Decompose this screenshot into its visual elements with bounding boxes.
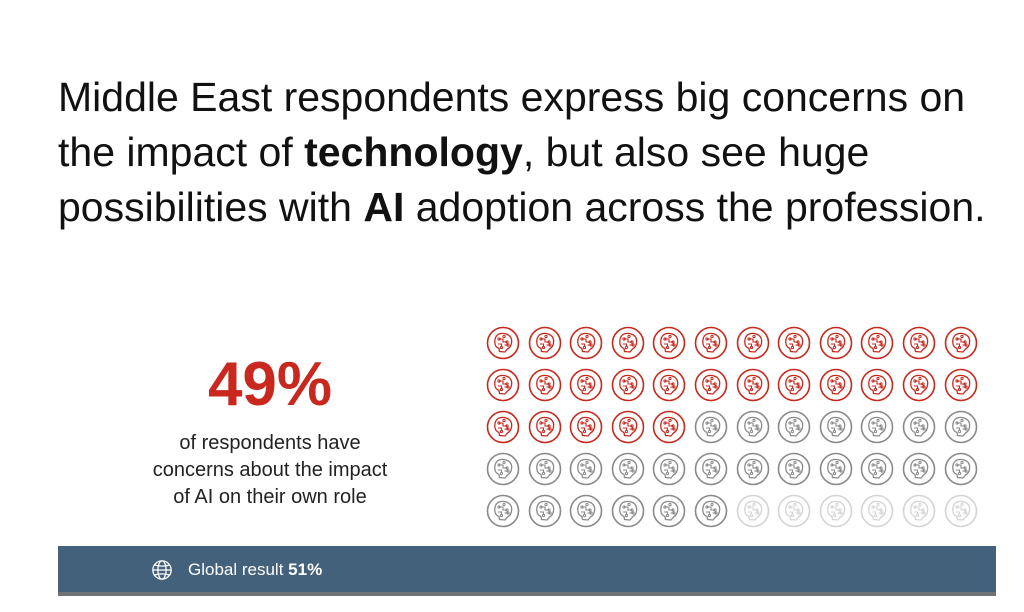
ai-chip-brain-icon [569,452,603,486]
ai-chip-brain-icon [902,452,936,486]
headline-part-2: , but also see huge possibilities with [58,129,870,230]
ai-chip-brain-icon [777,326,811,360]
ai-chip-brain-icon [902,410,936,444]
stat-caption: of respondents have concerns about the i… [120,430,420,511]
icon-grid [486,326,978,528]
global-result-text: Global result 51% [188,559,322,581]
ai-chip-brain-icon [694,410,728,444]
ai-chip-brain-icon [569,494,603,528]
ai-chip-brain-icon [777,368,811,402]
ai-chip-brain-icon [902,494,936,528]
ai-chip-brain-icon [528,368,562,402]
ai-chip-brain-icon [694,494,728,528]
ai-chip-brain-icon [528,326,562,360]
ai-chip-brain-icon [860,368,894,402]
ai-chip-brain-icon [902,326,936,360]
ai-chip-brain-icon [611,452,645,486]
headline-emphasis-technology: technology [304,129,523,175]
headline-emphasis-ai: AI [363,184,405,230]
ai-chip-brain-icon [736,410,770,444]
ai-chip-brain-icon [486,410,520,444]
ai-chip-brain-icon [569,410,603,444]
ai-chip-brain-icon [860,326,894,360]
ai-chip-brain-icon [652,326,686,360]
ai-chip-brain-icon [860,452,894,486]
ai-chip-brain-icon [819,494,853,528]
ai-chip-brain-icon [611,494,645,528]
ai-chip-brain-icon [944,410,978,444]
ai-chip-brain-icon [652,368,686,402]
ai-chip-brain-icon [652,410,686,444]
ai-chip-brain-icon [611,368,645,402]
headline: Middle East respondents express big conc… [58,70,988,235]
stat-value: 49% [207,350,333,419]
ai-chip-brain-icon [777,410,811,444]
headline-part-1: Middle East respondents express big conc… [58,74,966,175]
global-result-value: 51% [288,560,323,579]
ai-chip-brain-icon [652,494,686,528]
ai-chip-brain-icon [819,326,853,360]
ai-chip-brain-icon [819,452,853,486]
ai-chip-brain-icon [694,326,728,360]
ai-chip-brain-icon [819,368,853,402]
stat-caption-line-1: of respondents have [179,432,361,454]
ai-chip-brain-icon [819,410,853,444]
ai-chip-brain-icon [736,368,770,402]
ai-chip-brain-icon [736,326,770,360]
global-result-label: Global result [188,560,284,579]
ai-chip-brain-icon [486,494,520,528]
stat-block: 49% of respondents have concerns about t… [120,350,420,511]
ai-chip-brain-icon [944,494,978,528]
ai-chip-brain-icon [944,326,978,360]
globe-icon [152,560,172,580]
ai-chip-brain-icon [777,494,811,528]
ai-chip-brain-icon [860,410,894,444]
ai-chip-brain-icon [486,368,520,402]
ai-chip-brain-icon [569,368,603,402]
ai-chip-brain-icon [652,452,686,486]
ai-chip-brain-icon [944,368,978,402]
headline-part-3: adoption across the profession. [404,184,986,230]
ai-chip-brain-icon [611,326,645,360]
ai-chip-brain-icon [777,452,811,486]
ai-chip-brain-icon [486,452,520,486]
global-result-banner: Global result 51% [58,546,996,596]
ai-chip-brain-icon [528,452,562,486]
ai-chip-brain-icon [528,410,562,444]
ai-chip-brain-icon [860,494,894,528]
ai-chip-brain-icon [694,452,728,486]
ai-chip-brain-icon [486,326,520,360]
stat-caption-line-2: concerns about the impact [152,459,388,481]
ai-chip-brain-icon [611,410,645,444]
ai-chip-brain-icon [944,452,978,486]
ai-chip-brain-icon [569,326,603,360]
ai-chip-brain-icon [528,494,562,528]
stat-caption-line-3: of AI on their own role [173,486,367,508]
ai-chip-brain-icon [736,452,770,486]
ai-chip-brain-icon [736,494,770,528]
ai-chip-brain-icon [902,368,936,402]
ai-chip-brain-icon [694,368,728,402]
